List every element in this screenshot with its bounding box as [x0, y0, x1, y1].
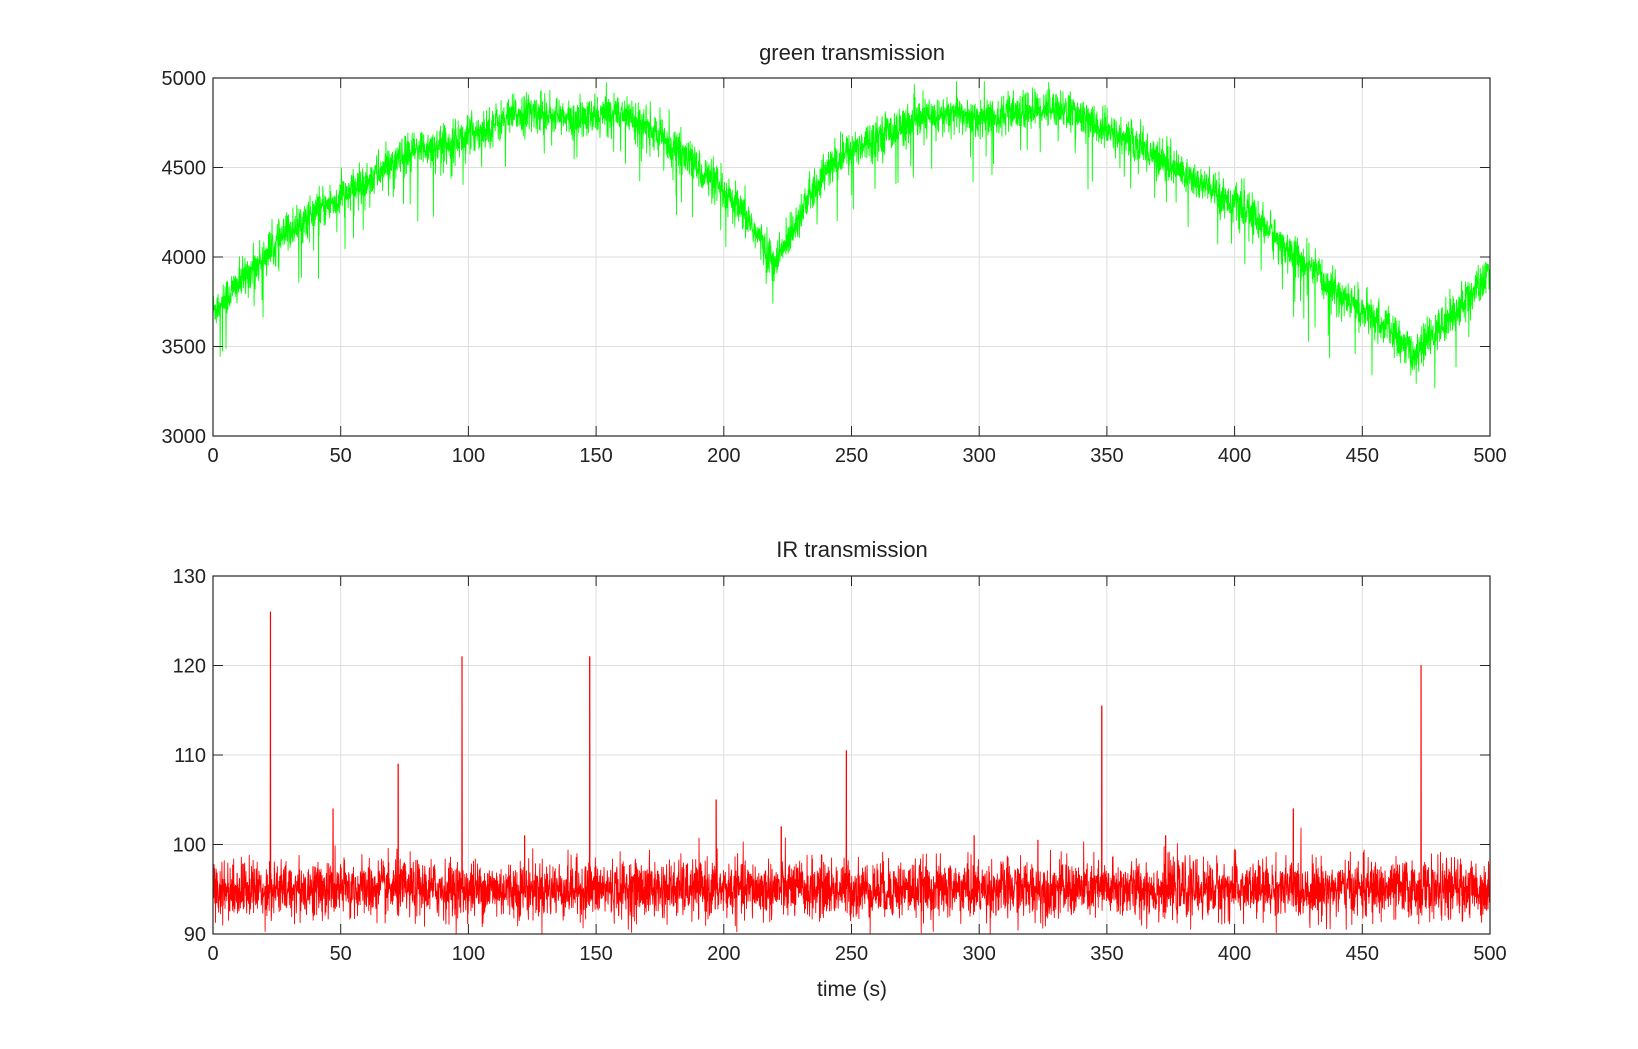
green-transmission-line [212, 81, 1491, 389]
ir-x-tick-label: 300 [963, 943, 996, 965]
ir-y-tick-label: 90 [184, 924, 206, 946]
ir-x-axis-label: time (s) [817, 978, 887, 1001]
green-series [212, 81, 1491, 389]
green-x-tick-label: 250 [835, 445, 868, 467]
green-x-tick-label: 0 [207, 445, 218, 467]
ir-y-tick-label: 130 [173, 566, 206, 588]
green-x-tick-label: 100 [452, 445, 485, 467]
ir-x-tick-label: 350 [1090, 943, 1123, 965]
ir-series [212, 611, 1491, 935]
green-y-tick-label: 3000 [162, 426, 207, 448]
green-y-tick-label: 4000 [162, 247, 207, 269]
green-transmission-title: green transmission [759, 40, 945, 65]
green-x-tick-label: 450 [1346, 445, 1379, 467]
ir-ticks: 0 50 100 150 200 250 300 350 400 450 500 90 100 110 12… [173, 566, 1507, 965]
ir-x-tick-label: 100 [452, 943, 485, 965]
green-x-tick-label: 50 [330, 445, 352, 467]
green-x-tick-label: 200 [707, 445, 740, 467]
green-x-tick-label: 350 [1090, 445, 1123, 467]
ir-transmission-line [212, 611, 1491, 935]
ir-x-tick-label: 450 [1346, 943, 1379, 965]
ir-x-tick-label: 500 [1473, 943, 1506, 965]
ir-y-tick-label: 110 [174, 745, 206, 767]
green-ticks: 0 50 100 150 200 250 300 350 400 450 500 3000 3500 40… [162, 68, 1507, 467]
ir-x-tick-label: 400 [1218, 943, 1251, 965]
green-y-tick-label: 3500 [162, 337, 207, 359]
ir-x-tick-label: 250 [835, 943, 868, 965]
ir-y-tick-label: 120 [173, 656, 206, 678]
green-x-tick-label: 300 [963, 445, 996, 467]
ir-x-tick-label: 0 [207, 943, 218, 965]
green-y-tick-label: 4500 [162, 158, 207, 180]
green-y-tick-label: 5000 [162, 68, 207, 90]
ir-transmission-axes: IR transmission 0 50 100 150 200 250 300 350 400… [173, 537, 1507, 1001]
ir-y-tick-label: 100 [173, 835, 206, 857]
ir-transmission-title: IR transmission [776, 537, 928, 562]
green-x-tick-label: 500 [1473, 445, 1506, 467]
green-x-tick-label: 400 [1218, 445, 1251, 467]
green-x-tick-label: 150 [579, 445, 612, 467]
ir-x-tick-label: 200 [707, 943, 740, 965]
ir-x-tick-label: 150 [579, 943, 612, 965]
ir-x-tick-label: 50 [330, 943, 352, 965]
green-transmission-axes: green transmission 0 50 100 150 200 250 300 350… [162, 40, 1507, 467]
